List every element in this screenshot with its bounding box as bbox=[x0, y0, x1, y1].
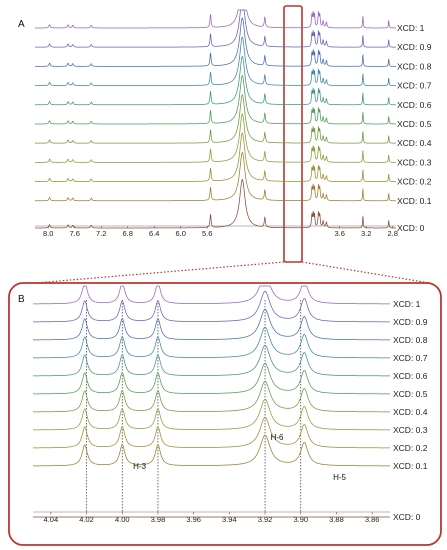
series-label: XCD: 0.5 bbox=[393, 389, 428, 399]
x-tick-label: 3.94 bbox=[222, 515, 237, 524]
spectrum-line bbox=[33, 290, 390, 323]
series-label: XCD: 0.3 bbox=[397, 157, 432, 167]
series-label: XCD: 0.8 bbox=[393, 335, 428, 345]
x-tick-label: 4.00 bbox=[115, 515, 130, 524]
x-tick-label: 3.86 bbox=[365, 515, 380, 524]
x-tick-label: 3.90 bbox=[293, 515, 308, 524]
series-label: XCD: 0.2 bbox=[393, 443, 428, 453]
spectrum-line bbox=[35, 151, 396, 202]
series-label: XCD: 0 bbox=[397, 223, 425, 233]
spectrum-line bbox=[35, 94, 396, 144]
series-label: XCD: 0.9 bbox=[393, 317, 428, 327]
spectrum-line bbox=[35, 55, 396, 106]
spectrum-line bbox=[33, 398, 390, 431]
spectrum-line bbox=[35, 179, 396, 229]
spectrum-line bbox=[33, 380, 390, 413]
series-label: XCD: 0.4 bbox=[397, 138, 432, 148]
series-label: XCD: 0.5 bbox=[397, 119, 432, 129]
x-tick-label: 6.0 bbox=[176, 229, 186, 238]
x-tick-label: 6.8 bbox=[123, 229, 133, 238]
x-tick-label: 3.6 bbox=[334, 229, 344, 238]
series-label: XCD: 0.6 bbox=[393, 371, 428, 381]
series-label: XCD: 1 bbox=[393, 299, 421, 309]
series-label: XCD: 0.8 bbox=[397, 61, 432, 71]
panel-a-letter: A bbox=[18, 19, 25, 30]
spectrum-line bbox=[33, 416, 390, 449]
x-tick-label: 4.02 bbox=[79, 515, 94, 524]
zoom-connector-right bbox=[301, 261, 431, 284]
spectrum-line bbox=[35, 36, 396, 86]
series-label: XCD: 0.6 bbox=[397, 100, 432, 110]
x-tick-label: 3.98 bbox=[151, 515, 166, 524]
x-tick-label: 3.96 bbox=[186, 515, 201, 524]
spectrum-line bbox=[33, 326, 390, 359]
spectrum-line bbox=[35, 75, 396, 125]
highlight-box bbox=[283, 5, 303, 263]
series-label: XCD: 0.9 bbox=[397, 42, 432, 52]
x-tick-label: 5.6 bbox=[202, 229, 212, 238]
series-label: XCD: 0.1 bbox=[393, 461, 428, 471]
panel-b-letter: B bbox=[18, 294, 25, 305]
x-tick-label: 7.6 bbox=[70, 229, 80, 238]
peak-annotation: H-5 bbox=[333, 473, 346, 482]
spectrum-line bbox=[35, 17, 396, 67]
x-tick-label: 2.8 bbox=[387, 229, 397, 238]
panel-b: 4.04 4.02 4.00 3.98 3.96 3.94 3.92 3.90 3.88 3.86… bbox=[33, 285, 428, 524]
spectrum-line bbox=[35, 113, 396, 163]
x-tick-label: 3.88 bbox=[329, 515, 344, 524]
series-label: XCD: 0.4 bbox=[393, 407, 428, 417]
spectrum-line bbox=[33, 285, 390, 305]
series-label: XCD: 0.1 bbox=[397, 196, 432, 206]
panel-b-frame bbox=[8, 282, 442, 546]
series-label: XCD: 0.3 bbox=[393, 425, 428, 435]
x-tick-label: 4.04 bbox=[44, 515, 59, 524]
x-tick-label: 3.2 bbox=[361, 229, 371, 238]
spectrum-line bbox=[35, 9, 396, 29]
x-tick-label: 6.4 bbox=[149, 229, 159, 238]
peak-annotation: H-6 bbox=[271, 433, 284, 442]
series-label: XCD: 0.7 bbox=[397, 81, 432, 91]
series-label: XCD: 0.2 bbox=[397, 177, 432, 187]
spectrum-line bbox=[33, 344, 390, 377]
x-tick-label: 7.2 bbox=[96, 229, 106, 238]
x-tick-label: 3.92 bbox=[258, 515, 273, 524]
series-label: XCD: 1 bbox=[397, 23, 425, 33]
series-label: XCD: 0 bbox=[393, 512, 421, 522]
spectrum-line bbox=[33, 434, 390, 467]
zoom-connector-left bbox=[34, 261, 285, 284]
x-tick-label: 8.0 bbox=[43, 229, 53, 238]
peak-annotation: H-3 bbox=[133, 462, 146, 471]
spectrum-line bbox=[33, 308, 390, 341]
series-label: XCD: 0.7 bbox=[393, 353, 428, 363]
spectrum-line bbox=[35, 132, 396, 182]
spectrum-line bbox=[35, 9, 396, 48]
spectrum-line bbox=[33, 362, 390, 395]
